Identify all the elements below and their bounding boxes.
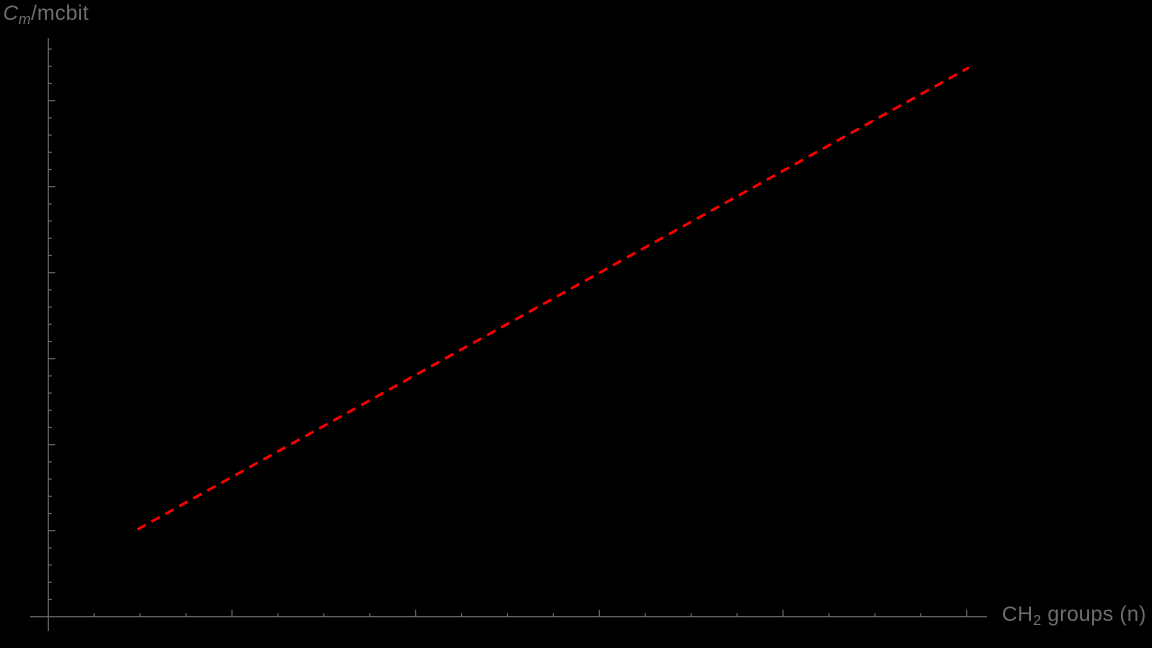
x-axis-label: CH2 groups (n) — [1002, 603, 1146, 630]
x-axis-label-subscript: 2 — [1032, 613, 1042, 630]
x-axis-label-suffix: groups (n) — [1041, 603, 1147, 626]
x-axis-label-prefix: CH — [1002, 603, 1033, 626]
y-axis-label-symbol: C — [3, 2, 19, 25]
series-dashed-linear-trend — [136, 66, 970, 531]
y-axis-label: Cm/mcbit — [3, 2, 89, 29]
y-axis-label-subscript: m — [18, 12, 32, 29]
y-axis-label-suffix: /mcbit — [31, 2, 89, 25]
